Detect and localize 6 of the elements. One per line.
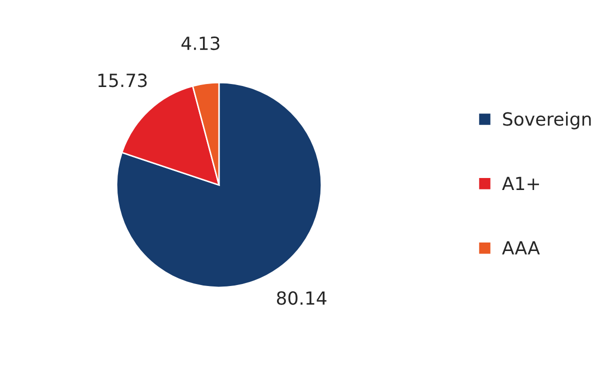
data-label: 80.14 [276, 291, 326, 305]
legend-label: Sovereign [503, 112, 591, 130]
legend-label: AAA [502, 241, 540, 254]
data-label: 15.73 [98, 74, 147, 88]
legend-label: A1+ [502, 176, 539, 190]
data-label: 4.13 [182, 36, 220, 50]
